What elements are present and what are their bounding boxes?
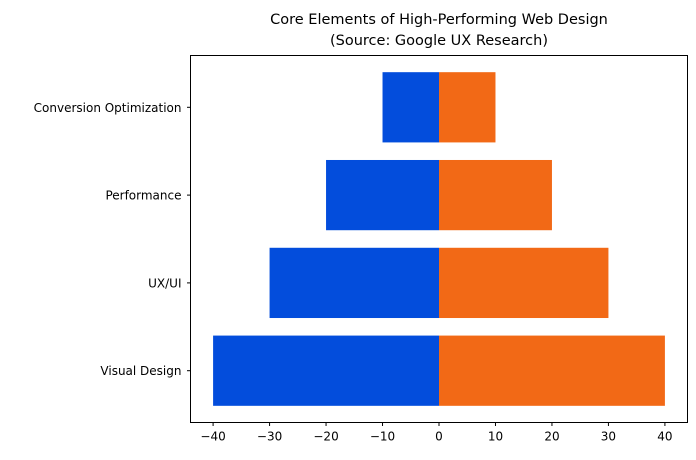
x-tick-label: 10: [488, 430, 503, 444]
y-tick-label: Conversion Optimization: [34, 101, 182, 115]
bar-conversion-optimization-series-1: [382, 72, 439, 143]
x-tick-label: 30: [601, 430, 616, 444]
bar-conversion-optimization-series-2: [439, 72, 496, 143]
bar-ux-ui-series-1: [269, 247, 439, 319]
x-tick-label: −20: [313, 430, 338, 444]
x-tick-label: −30: [257, 430, 282, 444]
y-tick-label: UX/UI: [148, 276, 181, 290]
bar-visual-design-series-2: [439, 335, 665, 406]
x-tick-label: −40: [200, 430, 225, 444]
plot-frame: [190, 55, 688, 423]
x-tick-label: −10: [370, 430, 395, 444]
y-tick-label: Visual Design: [100, 364, 181, 378]
bar-performance-series-1: [326, 159, 439, 231]
chart-subtitle: (Source: Google UX Research): [330, 33, 548, 49]
x-tick-label: 40: [657, 430, 672, 444]
bar-visual-design-series-1: [213, 335, 439, 406]
x-tick-label: 0: [435, 430, 443, 444]
chart-title: Core Elements of High-Performing Web Des…: [270, 12, 608, 28]
bar-ux-ui-series-2: [439, 247, 609, 319]
y-tick-label: Performance: [105, 189, 181, 203]
bar-performance-series-2: [439, 159, 552, 231]
x-tick-label: 20: [544, 430, 559, 444]
